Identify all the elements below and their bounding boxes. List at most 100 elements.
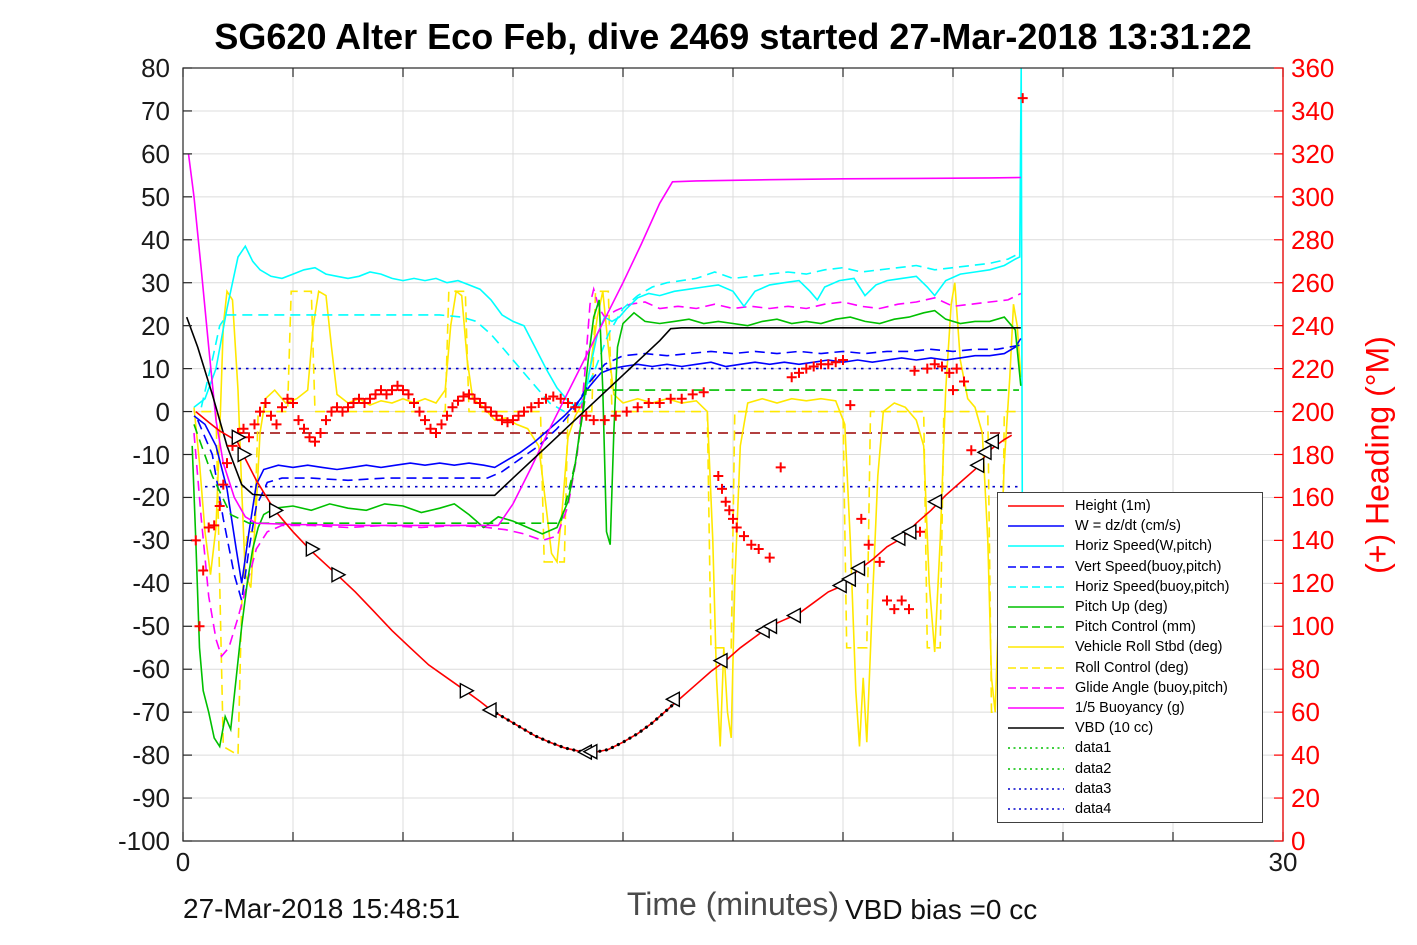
glider-triangle-marker — [976, 444, 992, 461]
heading-plus-marker — [724, 505, 735, 516]
heading-plus-marker — [764, 552, 775, 563]
heading-plus-marker — [359, 398, 370, 408]
legend-label: Horiz Speed(W,pitch) — [1075, 538, 1212, 555]
heading-plus-marker — [475, 398, 485, 408]
glider-triangle-marker — [850, 560, 866, 577]
series-vehicle-roll — [193, 282, 1022, 747]
heading-plus-marker — [288, 398, 298, 408]
heading-plus-marker — [238, 423, 249, 434]
glider-triangle-marker — [481, 701, 497, 719]
legend-label: Vehicle Roll Stbd (deg) — [1075, 639, 1223, 656]
heading-plus-marker — [222, 458, 232, 469]
heading-plus-marker — [409, 398, 419, 408]
heading-plus-marker — [497, 415, 507, 426]
heading-plus-marker — [588, 415, 599, 426]
heading-plus-marker — [720, 496, 731, 507]
legend-item: 1/5 Buoyancy (g) — [998, 699, 1262, 717]
x-axis-label: Time (minutes) — [626, 886, 840, 922]
legend-swatch-dashed — [1008, 565, 1064, 568]
legend-item: VBD (10 cc) — [998, 719, 1262, 737]
glider-triangle-marker — [664, 691, 681, 708]
heading-plus-marker — [491, 410, 502, 421]
glider-triangle-marker — [762, 618, 778, 635]
heading-plus-marker — [830, 357, 841, 368]
series-vbd — [185, 316, 1021, 497]
heading-plus-marker — [381, 389, 392, 400]
glider-triangle-marker — [231, 429, 247, 446]
heading-plus-marker — [304, 432, 315, 443]
glider-triangle-marker — [785, 607, 802, 624]
legend-swatch-solid — [1008, 707, 1064, 709]
legend-swatch-solid — [1008, 525, 1064, 528]
glider-triangle-marker — [927, 493, 943, 510]
heading-plus-marker — [326, 406, 337, 417]
series-glide-angle — [193, 286, 1022, 658]
heading-plus-marker — [808, 361, 819, 372]
dive-markers — [231, 429, 1000, 761]
heading-plus-marker — [420, 415, 430, 426]
legend-item: Vert Speed(buoy,pitch) — [998, 558, 1262, 576]
heading-plus-marker — [570, 402, 581, 413]
chart-title: SG620 Alter Eco Feb, dive 2469 started 2… — [214, 16, 1252, 57]
heading-plus-marker — [555, 393, 566, 404]
heading-plus-marker — [203, 522, 214, 533]
series-horiz-speed-buoy — [200, 251, 1022, 413]
heading-plus-marker — [717, 483, 727, 494]
legend-swatch-dashed — [1008, 686, 1064, 689]
glider-triangle-marker — [969, 457, 985, 474]
legend: Height (1m) W = dz/dt (cm/s) Horiz Speed(W… — [997, 492, 1263, 823]
legend-item: Pitch Control (mm) — [998, 618, 1262, 636]
legend-item: data4 — [998, 800, 1262, 818]
heading-plus-marker — [249, 419, 260, 430]
heading-plus-marker — [915, 526, 925, 537]
heading-plus-marker — [713, 471, 724, 481]
heading-plus-marker — [1017, 93, 1028, 104]
heading-plus-marker — [282, 393, 293, 404]
heading-plus-marker — [299, 423, 309, 434]
legend-label: Glide Angle (buoy,pitch) — [1075, 679, 1228, 696]
legend-label: Pitch Up (deg) — [1075, 599, 1168, 616]
heading-plus-marker — [728, 513, 738, 524]
legend-item: Roll Control (deg) — [998, 659, 1262, 677]
legend-swatch-dashed — [1008, 666, 1064, 669]
heading-plus-marker — [541, 393, 551, 404]
heading-scatter — [190, 93, 1028, 632]
heading-plus-marker — [948, 385, 958, 396]
heading-plus-marker — [563, 398, 573, 408]
heading-plus-marker — [944, 367, 955, 378]
legend-label: 1/5 Buoyancy (g) — [1075, 699, 1185, 716]
heading-plus-marker — [753, 544, 764, 554]
legend-swatch-solid — [1008, 606, 1064, 608]
heading-plus-marker — [838, 355, 848, 365]
heading-plus-marker — [621, 406, 632, 417]
heading-plus-marker — [654, 398, 665, 408]
heading-plus-marker — [218, 479, 229, 490]
heading-plus-marker — [801, 363, 812, 374]
heading-plus-marker — [398, 385, 408, 396]
heading-plus-marker — [519, 406, 529, 417]
series-data1 — [489, 698, 680, 755]
heading-plus-marker — [665, 393, 676, 404]
heading-plus-marker — [480, 402, 491, 413]
heading-plus-marker — [425, 423, 436, 434]
series-horiz-speed-w — [193, 67, 1024, 670]
heading-plus-marker — [676, 393, 687, 404]
heading-plus-marker — [856, 513, 867, 524]
legend-label: Roll Control (deg) — [1075, 659, 1189, 676]
heading-plus-marker — [533, 398, 544, 408]
heading-plus-marker — [315, 428, 326, 438]
series-buoyancy — [187, 153, 1021, 527]
heading-plus-marker — [746, 539, 757, 550]
heading-plus-marker — [845, 400, 856, 411]
heading-plus-marker — [431, 428, 441, 438]
series-pitch-control — [193, 389, 1019, 525]
heading-plus-marker — [951, 363, 962, 374]
heading-plus-marker — [739, 531, 749, 542]
legend-item: Horiz Speed(W,pitch) — [998, 537, 1262, 555]
glider-triangle-marker — [712, 652, 728, 669]
heading-plus-marker — [260, 398, 271, 408]
legend-swatch-dotted — [1008, 808, 1064, 810]
heading-plus-marker — [889, 604, 900, 615]
legend-swatch-dashed — [1008, 626, 1064, 629]
